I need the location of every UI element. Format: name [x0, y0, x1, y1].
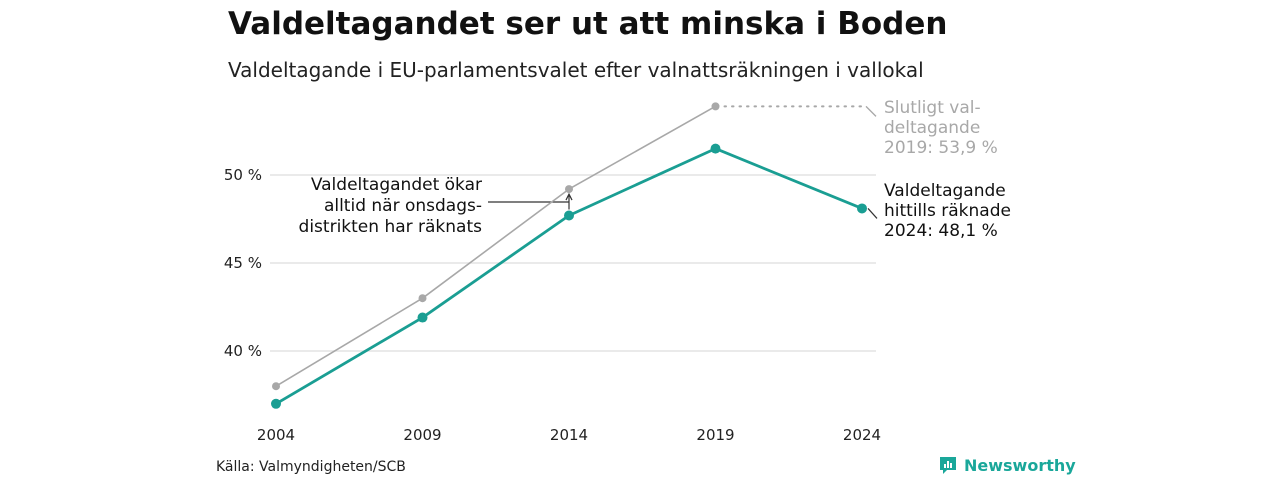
point-final-2019 [711, 102, 720, 111]
x-tick-label-2009: 2009 [403, 426, 441, 444]
x-tick-label-2024: 2024 [843, 426, 881, 444]
brand-logo: Newsworthy [938, 455, 1076, 475]
point-counted-2024 [857, 203, 867, 214]
x-axis-ticks: 2004 2009 2014 2019 2024 [257, 426, 881, 444]
y-tick-label-50: 50 % [224, 166, 262, 184]
annotations: Slutligt val-deltagande 2019: 53,9 % Valde… [299, 98, 1011, 241]
counted-turnout-label: Valdeltagande hittills räknade 2024: 48,1 … [884, 181, 1011, 241]
point-final-2004 [272, 382, 280, 391]
counted-turnout-label-line-2: hittills räknade [884, 201, 1011, 221]
chart-title: Valdeltagandet ser ut att minska i Boden [228, 6, 948, 42]
final-label-hook [865, 105, 877, 117]
counted-turnout-label-line-3: 2024: 48,1 % [884, 221, 998, 241]
chart-subtitle: Valdeltagande i EU-parlamentsvalet efter… [228, 58, 924, 82]
brand-name: Newsworthy [964, 455, 1076, 475]
series-points [271, 102, 867, 409]
final-turnout-label: Slutligt val-deltagande 2019: 53,9 % [884, 98, 998, 158]
x-tick-label-2014: 2014 [550, 426, 588, 444]
final-turnout-label-line-3: 2019: 53,9 % [884, 138, 998, 158]
final-turnout-label-line-2: deltagande [884, 118, 980, 138]
source-note: Källa: Valmyndigheten/SCB [216, 459, 406, 475]
point-counted-2004 [271, 398, 281, 409]
point-counted-2019 [710, 143, 721, 154]
x-tick-label-2019: 2019 [696, 426, 734, 444]
final-turnout-label-line-1: Slutligt val- [884, 98, 981, 118]
y-tick-label-45: 45 % [224, 254, 262, 272]
point-counted-2009 [417, 312, 428, 323]
annotation-connectors [488, 105, 878, 219]
point-final-2014 [565, 185, 573, 194]
point-counted-2014 [564, 210, 574, 221]
count-note-label-line-3: distrikten har räknats [299, 217, 483, 237]
series-lines [275, 105, 863, 406]
count-note-label-line-2: alltid när onsdags- [324, 196, 482, 216]
gridlines [270, 174, 876, 352]
counted-label-connector [867, 208, 878, 219]
x-tick-label-2004: 2004 [257, 426, 295, 444]
series-line-final [275, 105, 716, 387]
count-note-label: Valdeltagandet ökar alltid när onsdags-di… [299, 175, 483, 237]
y-axis-ticks: 40 % 45 % 50 % [224, 166, 262, 360]
note-arrowhead [565, 192, 573, 201]
count-note-label-line-1: Valdeltagandet ökar [311, 175, 482, 195]
y-tick-label-40: 40 % [224, 342, 262, 360]
point-final-2009 [418, 294, 427, 303]
newsworthy-logo-icon [940, 457, 956, 474]
counted-turnout-label-line-1: Valdeltagande [884, 181, 1006, 201]
